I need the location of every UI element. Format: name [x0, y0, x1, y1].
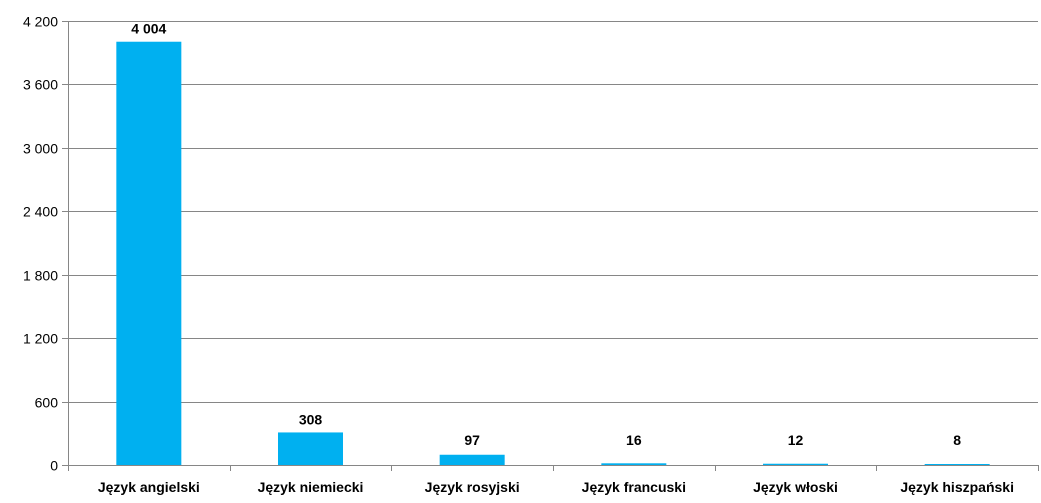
- x-tick-label: Język angielski: [98, 479, 200, 495]
- bar[interactable]: [924, 464, 990, 465]
- x-tick-label: Język hiszpański: [900, 479, 1014, 495]
- y-tick-label: 600: [35, 395, 59, 411]
- data-label: 16: [626, 432, 642, 448]
- bar[interactable]: [439, 454, 505, 465]
- bar[interactable]: [601, 463, 667, 465]
- x-tick-label: Język francuski: [582, 479, 686, 495]
- x-tick-label: Język niemiecki: [258, 479, 364, 495]
- bar[interactable]: [763, 463, 828, 465]
- bar[interactable]: [116, 41, 182, 465]
- y-tick-label: 2 400: [23, 204, 58, 220]
- y-tick-label: 3 000: [23, 141, 58, 157]
- y-tick-label: 3 600: [23, 77, 58, 93]
- data-label: 12: [788, 432, 804, 448]
- data-label: 8: [953, 432, 961, 448]
- bar[interactable]: [278, 432, 343, 465]
- data-label: 4 004: [131, 21, 166, 37]
- data-label: 97: [464, 432, 480, 448]
- x-tick-label: Język włoski: [753, 479, 838, 495]
- y-tick-label: 4 200: [23, 14, 58, 30]
- y-tick-label: 0: [50, 458, 58, 474]
- x-tick-label: Język rosyjski: [425, 479, 520, 495]
- y-tick-label: 1 800: [23, 268, 58, 284]
- data-label: 308: [299, 411, 323, 427]
- y-tick-label: 1 200: [23, 331, 58, 347]
